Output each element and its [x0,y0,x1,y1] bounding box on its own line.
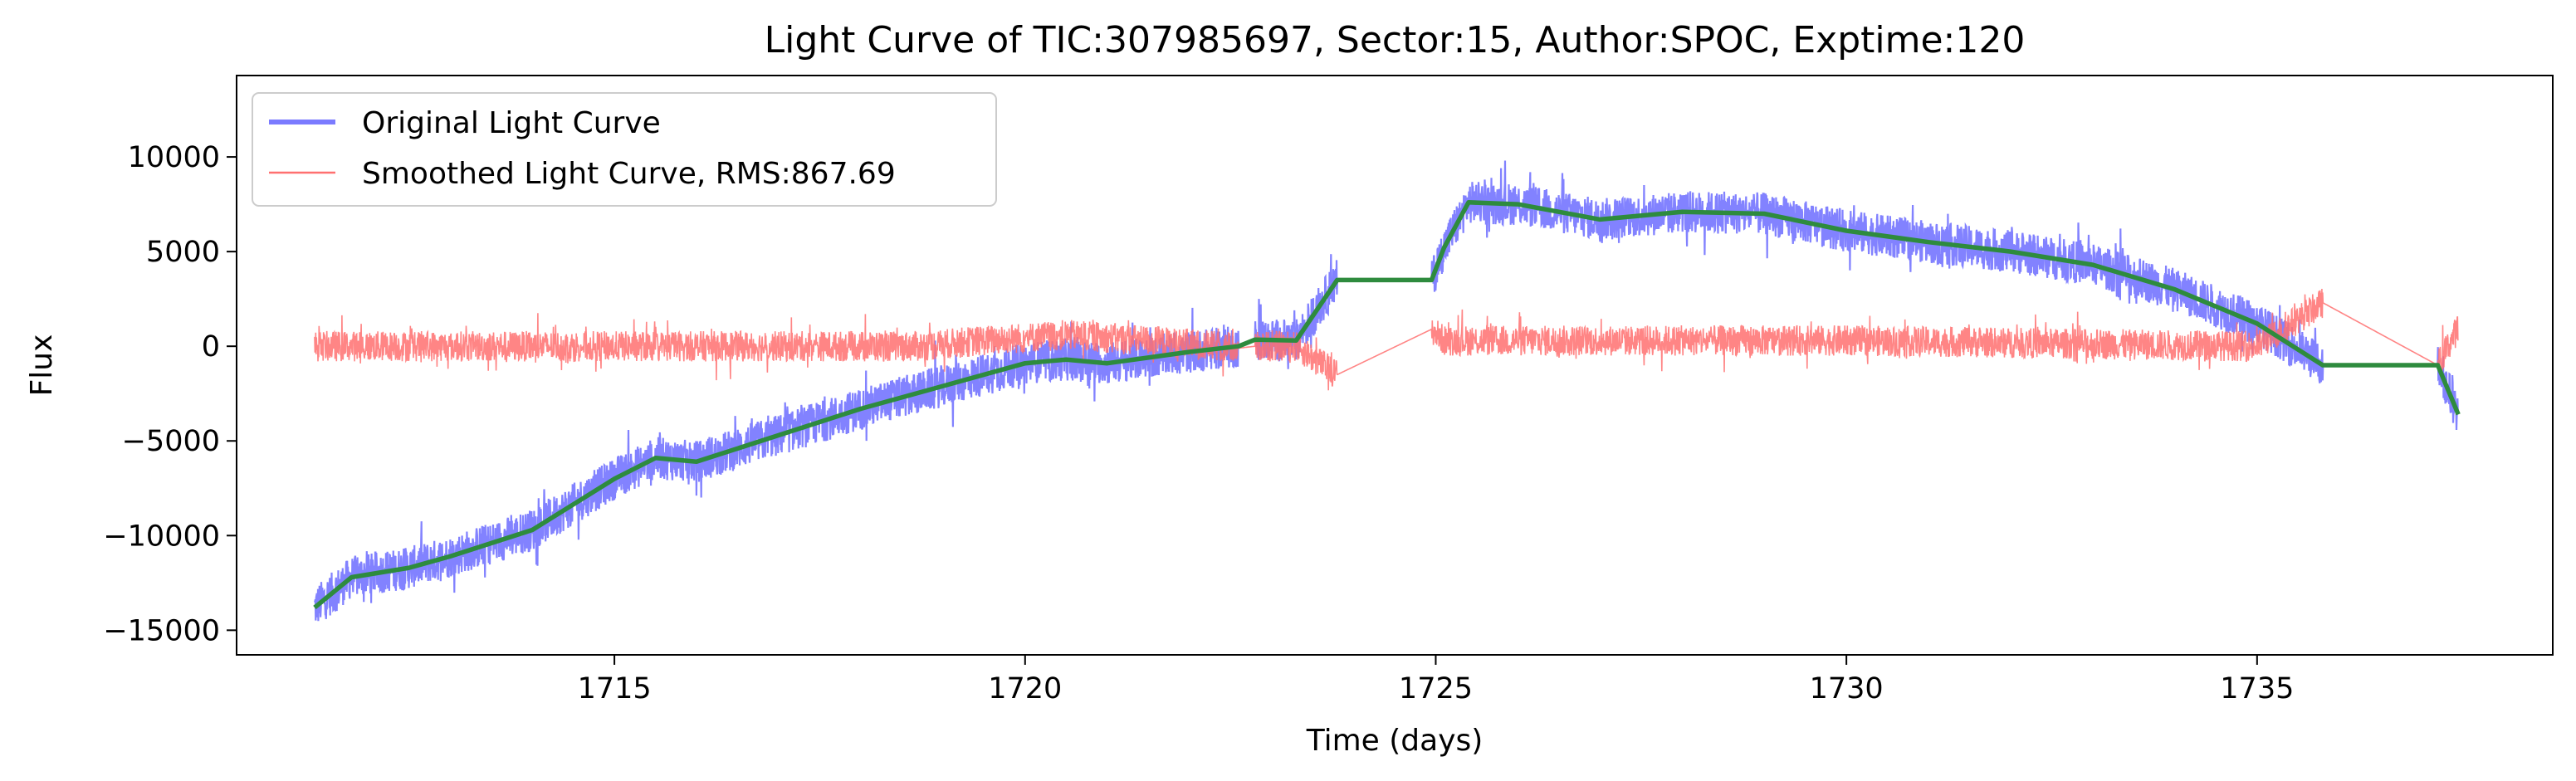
x-axis: 1715 1720 1725 1730 1735 [578,655,2294,705]
legend: Original Light Curve Smoothed Light Curv… [252,92,997,207]
y-tick-label: −15000 [103,614,220,647]
x-axis-label: Time (days) [1306,724,1484,758]
x-tick-label: 1730 [1810,672,1884,705]
series-layer [313,160,2461,622]
x-tick-label: 1720 [988,672,1062,705]
legend-label-original: Original Light Curve [362,106,661,140]
y-tick-label: 0 [202,330,220,364]
y-tick-label: −10000 [103,520,220,553]
series-2 [313,200,2461,610]
y-axis: −15000 −10000 −5000 0 5000 10000 [103,141,237,647]
x-tick-label: 1735 [2220,672,2294,705]
chart-title: Light Curve of TIC:307985697, Sector:15,… [765,19,2026,61]
trend-line [313,200,2461,610]
y-tick-label: 10000 [128,141,220,174]
x-tick-label: 1715 [578,672,652,705]
legend-box [252,92,997,207]
x-tick-label: 1725 [1399,672,1473,705]
series-1 [314,288,2459,391]
y-tick-label: −5000 [122,425,220,458]
y-axis-label: Flux [25,334,59,397]
legend-label-smoothed: Smoothed Light Curve, RMS:867.69 [362,157,896,191]
smoothed-light-curve-line [314,288,2459,391]
plot-frame [236,75,2554,656]
y-tick-label: 5000 [146,236,220,269]
